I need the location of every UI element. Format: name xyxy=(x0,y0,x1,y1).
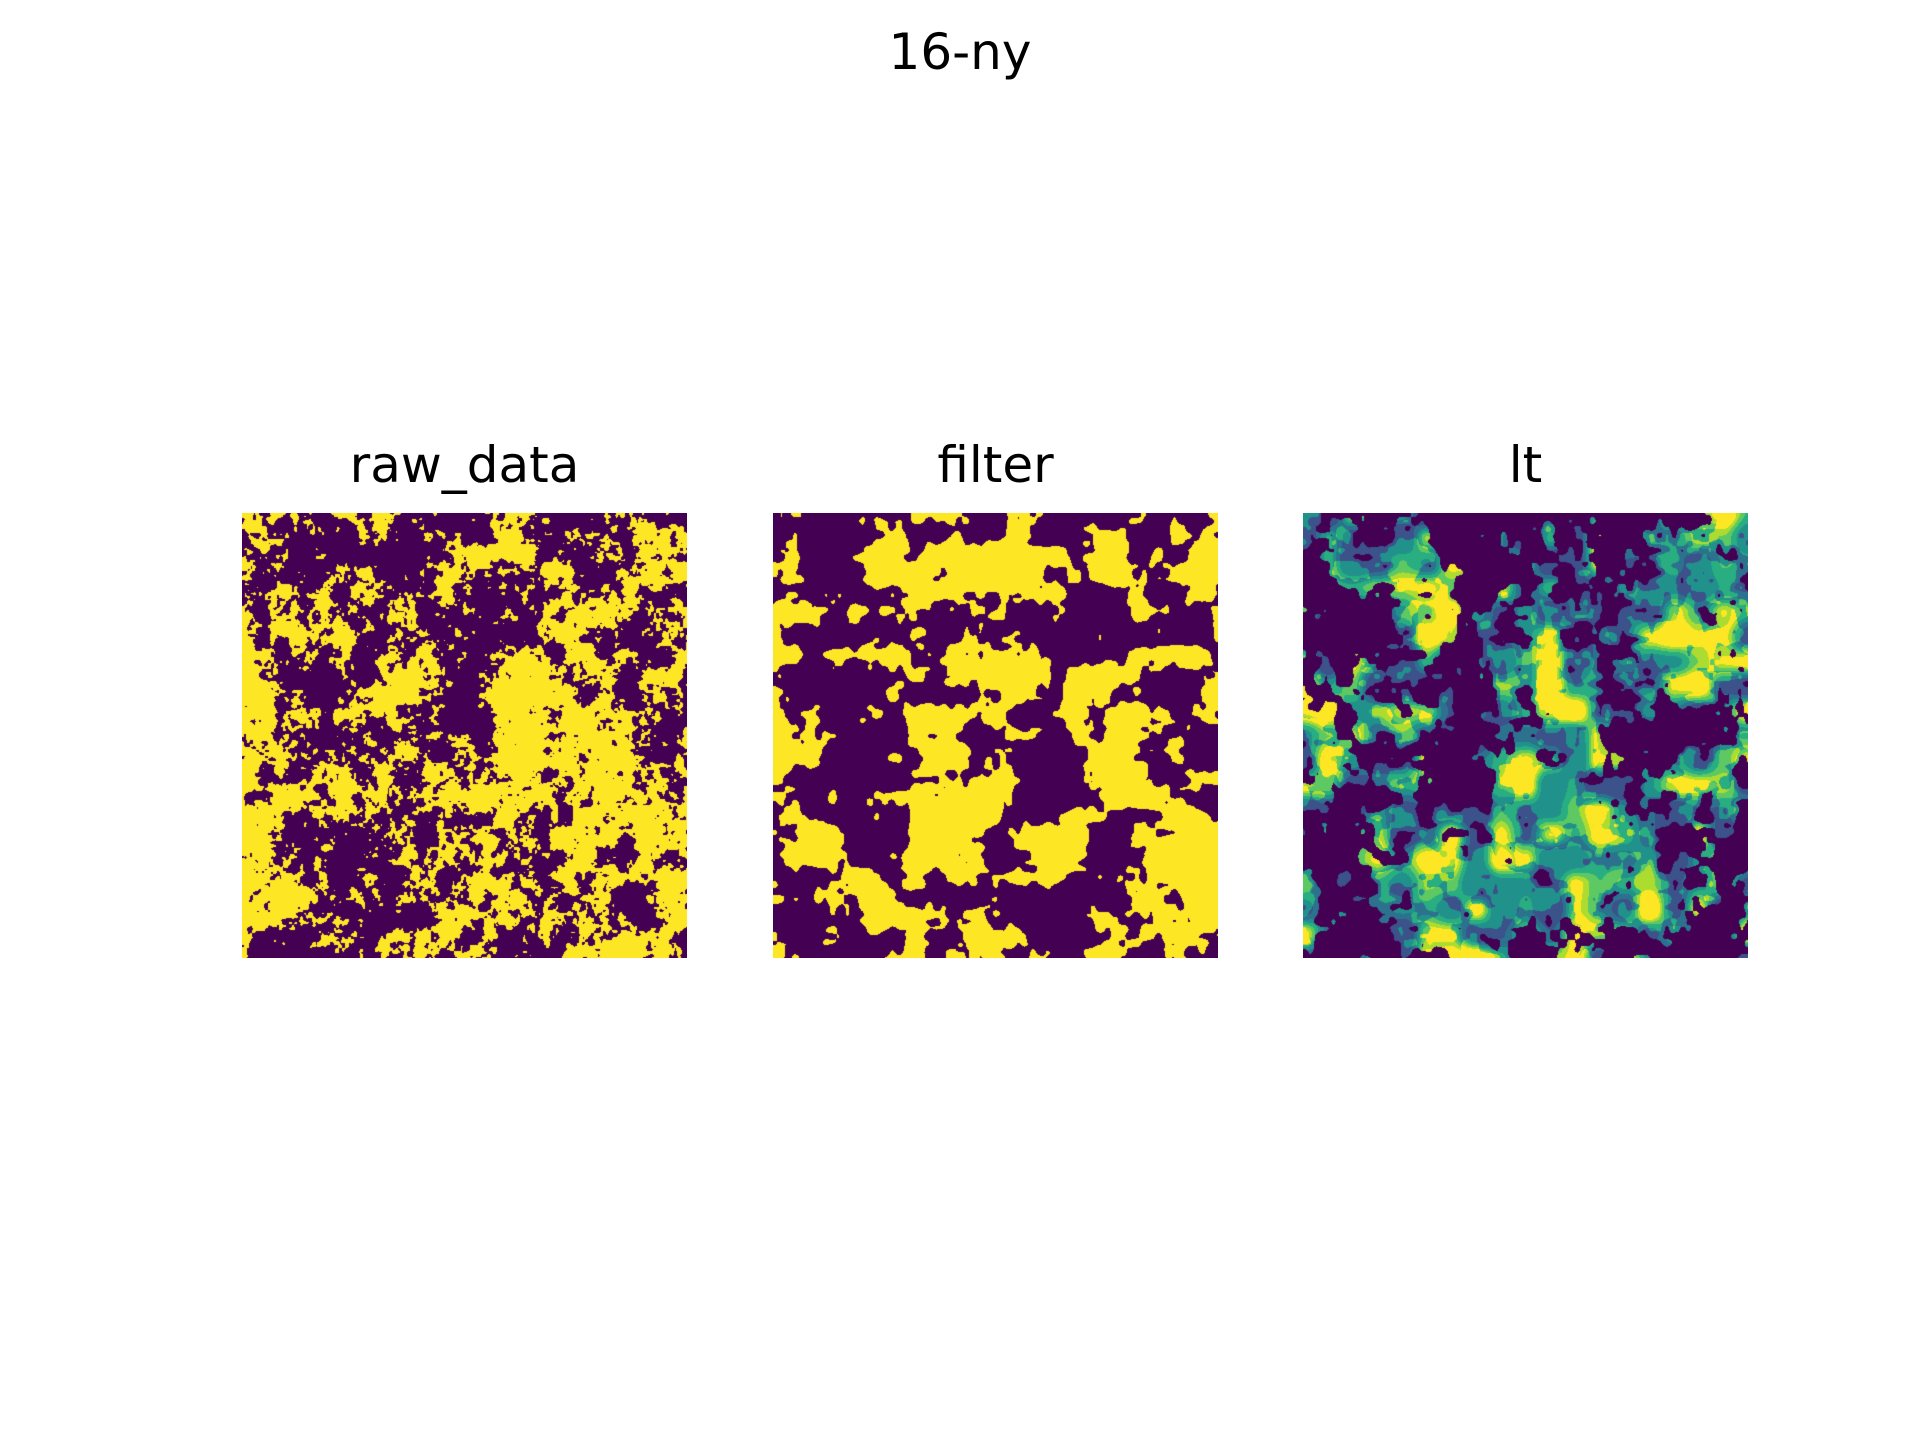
panel-title-raw-data: raw_data xyxy=(349,436,580,494)
panel-filter: filter xyxy=(773,435,1218,958)
raw-data-image xyxy=(242,513,687,958)
figure-suptitle: 16-ny xyxy=(888,23,1032,81)
lt-image xyxy=(1303,513,1748,958)
filter-image xyxy=(773,513,1218,958)
panel-raw-data: raw_data xyxy=(242,435,687,958)
panel-title-filter: filter xyxy=(937,436,1054,494)
panel-lt: lt xyxy=(1303,435,1748,958)
panel-title-lt: lt xyxy=(1508,436,1543,494)
